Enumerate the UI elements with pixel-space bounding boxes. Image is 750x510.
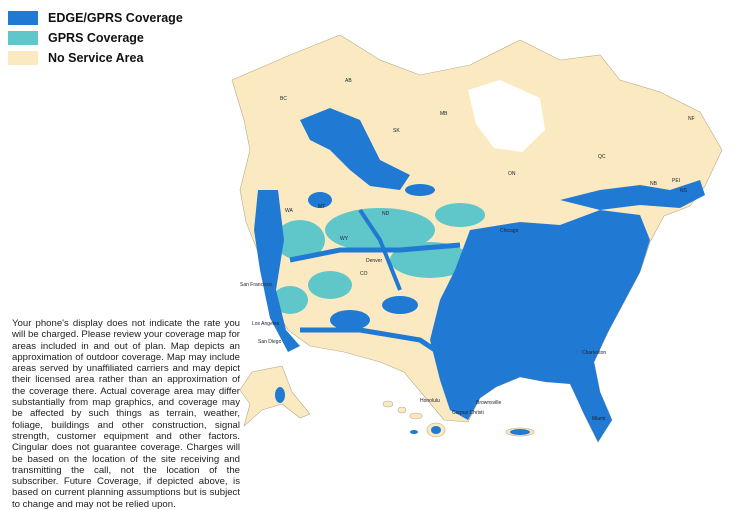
map-label: Denver (366, 258, 382, 264)
map-label: QC (598, 154, 606, 160)
legend-label: GPRS Coverage (48, 31, 144, 45)
map-label: Corpus Christi (452, 410, 484, 416)
edge-areas (254, 108, 705, 442)
legend: EDGE/GPRS Coverage GPRS Coverage No Servic… (8, 8, 183, 68)
map-label: Brownsville (476, 400, 502, 406)
legend-swatch (8, 51, 38, 65)
map-label: SK (393, 128, 400, 134)
map-label: ON (508, 171, 516, 177)
map-label: PEI (672, 178, 680, 184)
legend-label: EDGE/GPRS Coverage (48, 11, 183, 25)
legend-item: EDGE/GPRS Coverage (8, 8, 183, 28)
map-label: NS (680, 188, 688, 194)
legend-item: GPRS Coverage (8, 28, 183, 48)
legend-swatch (8, 31, 38, 45)
legend-label: No Service Area (48, 51, 144, 65)
map-label: MB (440, 111, 448, 117)
map-label: Charleston (582, 350, 606, 356)
map-label: NB (650, 181, 658, 187)
disclaimer: Your phone's display does not indicate t… (12, 318, 240, 510)
map-label: Honolulu (420, 398, 440, 404)
legend-swatch (8, 11, 38, 25)
map-label: Los Angeles (252, 321, 280, 327)
map-label: San Diego (258, 339, 282, 345)
hawaii (382, 400, 446, 438)
legend-item: No Service Area (8, 48, 183, 68)
map-label: MT (318, 204, 325, 210)
map-label: ND (382, 211, 390, 217)
map-label: Chicago (500, 228, 519, 234)
map-label: CO (360, 271, 368, 277)
map-label: WA (285, 208, 294, 214)
alaska (239, 365, 311, 427)
map-label: Miami (592, 416, 605, 422)
map-label: NF (688, 116, 695, 122)
map-label: WY (340, 236, 349, 242)
map-label: AB (345, 78, 352, 84)
map-label: BC (280, 96, 287, 102)
gprs-areas (272, 203, 485, 314)
map-label: San Francisco (240, 282, 272, 288)
hudson-bay (468, 80, 545, 152)
